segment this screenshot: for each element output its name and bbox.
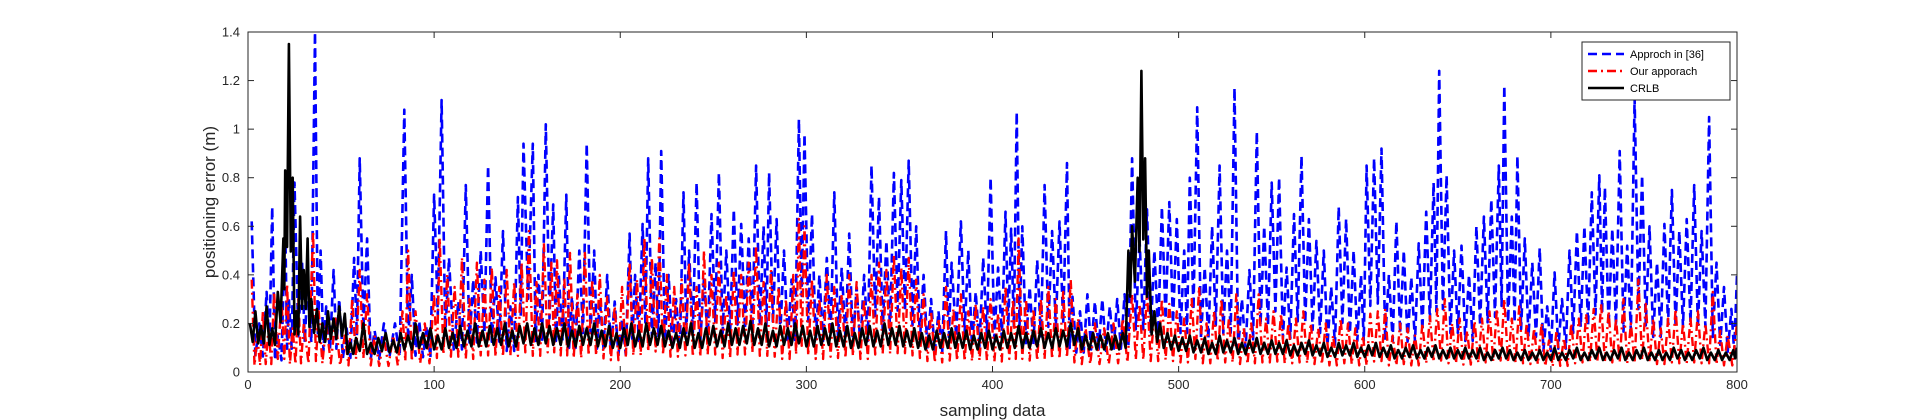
y-tick-label: 0.2 — [222, 316, 240, 331]
x-tick-label: 500 — [1168, 377, 1190, 392]
y-tick-label: 1.4 — [222, 25, 240, 40]
x-axis-ticks: 0 100 200 300 400 500 600 700 800 — [244, 32, 1748, 392]
legend-label-2: CRLB — [1630, 83, 1659, 95]
y-tick-label: 0.8 — [222, 170, 240, 185]
x-tick-label: 0 — [244, 377, 251, 392]
x-axis-label: sampling data — [940, 401, 1046, 420]
x-tick-label: 600 — [1354, 377, 1376, 392]
x-tick-label: 200 — [609, 377, 631, 392]
y-tick-label: 0.4 — [222, 267, 240, 282]
x-tick-label: 100 — [423, 377, 445, 392]
y-axis-label: positioning error (m) — [200, 126, 219, 278]
x-tick-label: 300 — [796, 377, 818, 392]
legend-label-0: Approch in [36] — [1630, 49, 1704, 61]
legend-box — [1581, 41, 1731, 101]
x-tick-label: 400 — [982, 377, 1004, 392]
y-tick-label: 1.2 — [222, 73, 240, 88]
legend: Approch in [36] Our apporach CRLB — [1581, 41, 1731, 101]
y-tick-label: 1 — [233, 122, 240, 137]
x-tick-label: 800 — [1726, 377, 1748, 392]
y-axis-ticks: 0 0.2 0.4 0.6 0.8 1 1.2 1.4 — [222, 25, 1737, 380]
y-tick-label: 0.6 — [222, 219, 240, 234]
plot-area: 0 100 200 300 400 500 600 700 800 0 0.2 0.4 0.6 0.8 1… — [222, 25, 1748, 393]
series-line-1 — [250, 217, 1737, 368]
y-tick-label: 0 — [233, 365, 240, 380]
x-tick-label: 700 — [1540, 377, 1562, 392]
legend-label-1: Our apporach — [1630, 66, 1697, 78]
series-layer — [248, 32, 1737, 368]
series-line-2 — [248, 42, 1737, 362]
